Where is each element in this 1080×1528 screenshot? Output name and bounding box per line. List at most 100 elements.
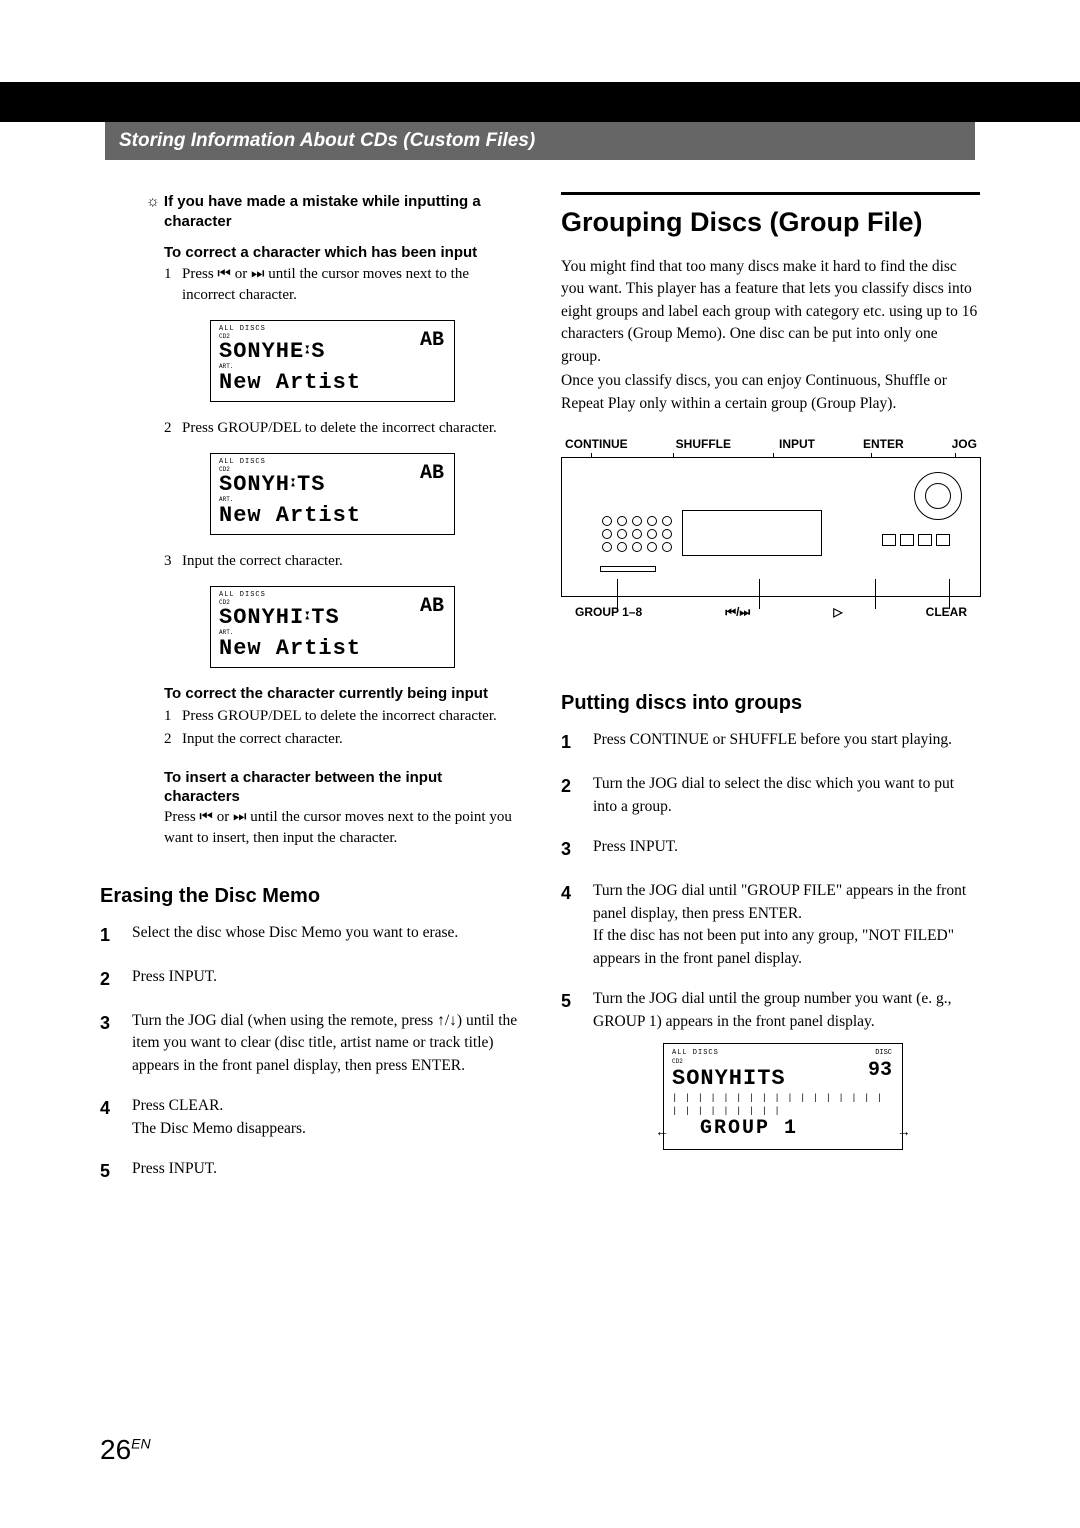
correct-input-heading: To correct a character which has been in… bbox=[100, 243, 519, 263]
label: ENTER bbox=[863, 437, 904, 451]
cc-step2: 2 Input the correct character. bbox=[100, 729, 519, 750]
step-text: Press INPUT. bbox=[132, 1158, 217, 1184]
display-main: SONYHITS bbox=[672, 1067, 894, 1090]
list-item: 4Press CLEAR.The Disc Memo disappears. bbox=[100, 1095, 519, 1140]
step-text: Press GROUP/DEL to delete the incorrect … bbox=[182, 418, 519, 439]
label: ⏮/⏭ bbox=[725, 605, 750, 620]
left-column: ☼ If you have made a mistake while input… bbox=[100, 192, 519, 1202]
forward-icon bbox=[251, 266, 265, 282]
labels-bottom: GROUP 1–8 ⏮/⏭ ▷ CLEAR bbox=[561, 605, 981, 620]
jog-dial-icon bbox=[914, 472, 962, 520]
step-num: 1 bbox=[164, 264, 182, 306]
tip-heading: ☼ If you have made a mistake while input… bbox=[100, 192, 519, 233]
content-columns: ☼ If you have made a mistake while input… bbox=[100, 192, 980, 1202]
display-1: ALL DISCS CD2 SONYHE▾▴S ART. New Artist … bbox=[210, 320, 455, 402]
step-num: 2 bbox=[561, 773, 593, 818]
display-group: ALL DISCS CD2 SONYHITS | | | | | | | | |… bbox=[663, 1043, 903, 1150]
step-text: Turn the JOG dial (when using the remote… bbox=[132, 1010, 519, 1077]
thick-rule bbox=[561, 192, 980, 195]
correct-current-heading: To correct the character currently being… bbox=[100, 684, 519, 704]
display-line2: New Artist bbox=[219, 503, 446, 528]
display-top: ALL DISCS bbox=[219, 591, 446, 599]
erase-steps: 1Select the disc whose Disc Memo you wan… bbox=[100, 922, 519, 1185]
list-item: 2Press INPUT. bbox=[100, 966, 519, 992]
step-num: 2 bbox=[100, 966, 132, 992]
step-text: Press CLEAR.The Disc Memo disappears. bbox=[132, 1095, 306, 1140]
group-text: GROUP 1 bbox=[672, 1114, 894, 1143]
left-arrow-icon: ← bbox=[658, 1123, 666, 1143]
step-1: 1 Press or until the cursor moves next t… bbox=[100, 264, 519, 306]
label: SHUFFLE bbox=[676, 437, 731, 451]
step-content: Turn the JOG dial until the group number… bbox=[593, 988, 980, 1150]
page-number: 26EN bbox=[100, 1434, 151, 1466]
display-line1: SONYH▾▴TS bbox=[219, 473, 446, 496]
list-item: 1Press CONTINUE or SHUFFLE before you st… bbox=[561, 729, 980, 755]
display-art: ART. bbox=[219, 496, 446, 503]
list-item: 3Turn the JOG dial (when using the remot… bbox=[100, 1010, 519, 1077]
erase-heading: Erasing the Disc Memo bbox=[100, 885, 519, 908]
device-body bbox=[561, 457, 981, 597]
step-text: Input the correct character. bbox=[182, 729, 519, 750]
display-art: ART. bbox=[219, 629, 446, 636]
step-text: Select the disc whose Disc Memo you want… bbox=[132, 922, 458, 948]
step-text: Turn the JOG dial until the group number… bbox=[593, 990, 951, 1029]
callout-line bbox=[949, 579, 950, 609]
step-text: Press CONTINUE or SHUFFLE before you sta… bbox=[593, 729, 952, 755]
display-ab: AB bbox=[420, 462, 444, 485]
button-grid bbox=[602, 516, 672, 555]
forward-icon bbox=[233, 809, 247, 825]
disc-num: 93 bbox=[868, 1056, 892, 1085]
main-title: Grouping Discs (Group File) bbox=[561, 207, 980, 238]
step-num: 3 bbox=[164, 551, 182, 572]
display-3: ALL DISCS CD2 SONYHI▾▴TS ART. New Artist… bbox=[210, 586, 455, 668]
para-1: You might find that too many discs make … bbox=[561, 256, 980, 368]
putting-steps: 1Press CONTINUE or SHUFFLE before you st… bbox=[561, 729, 980, 1150]
step-num: 2 bbox=[164, 418, 182, 439]
tip-icon: ☼ bbox=[146, 193, 160, 210]
display-art: ART. bbox=[219, 363, 446, 370]
insert-heading: To insert a character between the input … bbox=[100, 768, 519, 807]
callout-line bbox=[759, 579, 760, 609]
step-num: 5 bbox=[561, 988, 593, 1150]
step-num: 4 bbox=[100, 1095, 132, 1140]
step-num: 3 bbox=[561, 836, 593, 862]
step-num: 4 bbox=[561, 880, 593, 970]
tip-text: If you have made a mistake while inputti… bbox=[164, 193, 481, 230]
device-diagram: CONTINUE SHUFFLE INPUT ENTER JOG bbox=[561, 437, 981, 662]
display-top: ALL DISCS bbox=[672, 1048, 894, 1058]
cursor-icon: ▾▴ bbox=[290, 480, 297, 489]
section-header: Storing Information About CDs (Custom Fi… bbox=[105, 122, 975, 160]
display-line1: SONYHE▾▴S bbox=[219, 340, 446, 363]
slot-icon bbox=[600, 566, 656, 572]
list-item: 4Turn the JOG dial until "GROUP FILE" ap… bbox=[561, 880, 980, 970]
display-line2: New Artist bbox=[219, 636, 446, 661]
step-text: Input the correct character. bbox=[182, 551, 519, 572]
list-item: 3Press INPUT. bbox=[561, 836, 980, 862]
step-num: 5 bbox=[100, 1158, 132, 1184]
insert-text: Press or until the cursor moves next to … bbox=[100, 807, 519, 849]
display-ab: AB bbox=[420, 595, 444, 618]
label: GROUP 1–8 bbox=[575, 605, 642, 620]
step-text: Press INPUT. bbox=[132, 966, 217, 992]
small-buttons bbox=[882, 534, 950, 546]
step-text: Press or until the cursor moves next to … bbox=[182, 264, 519, 306]
callout-line bbox=[617, 579, 618, 609]
step-num: 1 bbox=[100, 922, 132, 948]
top-black-bar bbox=[0, 82, 1080, 122]
step-text: Press GROUP/DEL to delete the incorrect … bbox=[182, 706, 519, 727]
cc-step1: 1 Press GROUP/DEL to delete the incorrec… bbox=[100, 706, 519, 727]
list-item: 2Turn the JOG dial to select the disc wh… bbox=[561, 773, 980, 818]
step-text: Turn the JOG dial until "GROUP FILE" app… bbox=[593, 880, 980, 970]
display-ab: AB bbox=[420, 329, 444, 352]
putting-heading: Putting discs into groups bbox=[561, 692, 980, 715]
label: CONTINUE bbox=[565, 437, 628, 451]
display-line1: SONYHI▾▴TS bbox=[219, 606, 446, 629]
label: ▷ bbox=[833, 605, 842, 620]
step-num: 1 bbox=[561, 729, 593, 755]
list-item: 5 Turn the JOG dial until the group numb… bbox=[561, 988, 980, 1150]
display-2: ALL DISCS CD2 SONYH▾▴TS ART. New Artist … bbox=[210, 453, 455, 535]
right-column: Grouping Discs (Group File) You might fi… bbox=[561, 192, 980, 1202]
down-icon bbox=[449, 1012, 457, 1029]
page-suffix: EN bbox=[131, 1436, 150, 1452]
label: INPUT bbox=[779, 437, 815, 451]
